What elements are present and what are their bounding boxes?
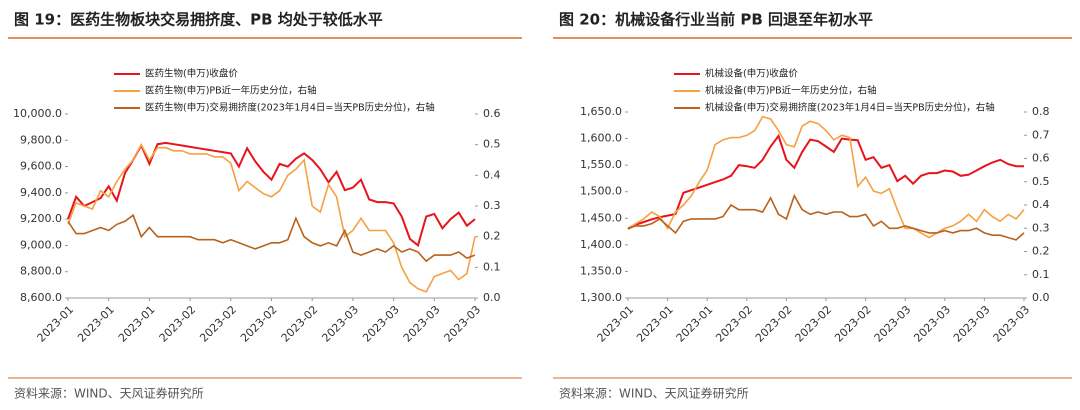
y2-tick-label: 0.0 [483,291,501,304]
y-tick-label: 8,600.0 [20,291,62,304]
y-tick-label: 9,000.0 [20,238,62,251]
y-tick-label: 1,550.0 [580,158,622,171]
y-tick-label: 1,350.0 [580,264,622,277]
source: 资料来源：WIND、天风证券研究所 [14,386,204,401]
y2-tick-label: 0.4 [483,168,501,181]
x-tick-label: 2023-03 [991,303,1033,345]
x-tick-label: 2023-02 [753,303,795,345]
y-tick-label: 1,600.0 [580,132,622,145]
y2-tick-label: 0.1 [483,260,501,273]
series-line [627,193,1025,241]
y2-tick-label: 0.0 [1032,291,1050,304]
x-tick-label: 2023-03 [872,303,914,345]
y2-tick-label: 0.6 [483,107,501,120]
x-tick-label: 2023-02 [279,303,321,345]
y-tick-label: 9,400.0 [20,186,62,199]
x-tick-label: 2023-01 [674,303,716,345]
x-tick-label: 2023-02 [713,303,755,345]
y-tick-label: 8,800.0 [20,265,62,278]
x-tick-label: 2023-03 [911,303,953,345]
x-tick-label: 2023-01 [116,303,158,345]
legend-label: 机械设备(申万)收盘价 [705,68,798,80]
y-tick-label: 1,450.0 [580,211,622,224]
y-tick-label: 9,600.0 [20,160,62,173]
y-tick-label: 9,200.0 [20,212,62,225]
y2-tick-label: 0.4 [1032,198,1050,211]
y2-tick-label: 0.2 [483,230,501,243]
y-tick-label: 1,300.0 [580,291,622,304]
y-tick-label: 1,650.0 [580,105,622,118]
y-tick-label: 1,500.0 [580,185,622,198]
y2-tick-label: 0.5 [483,138,501,151]
chart-title: 图 20：机械设备行业当前 PB 回退至年初水平 [559,11,873,29]
y-tick-label: 1,400.0 [580,238,622,251]
x-tick-label: 2023-02 [832,303,874,345]
x-tick-label: 2023-01 [634,303,676,345]
series-line [67,142,476,293]
source: 资料来源：WIND、天风证券研究所 [559,386,749,401]
legend-label: 医药生物(申万)收盘价 [145,68,238,80]
series-line [627,133,1024,230]
chart-title: 图 19：医药生物板块交易拥挤度、PB 均处于较低水平 [14,11,383,29]
legend-label: 医药生物(申万)PB近一年历史分位，右轴 [145,85,317,97]
x-tick-label: 2023-02 [238,303,280,345]
legend-label: 机械设备(申万)PB近一年历史分位，右轴 [705,85,877,97]
x-tick-label: 2023-01 [75,303,117,345]
y2-tick-label: 0.3 [1032,221,1050,234]
x-tick-label: 2023-01 [35,303,77,345]
y2-tick-label: 0.7 [1032,128,1050,141]
series-line [67,213,476,263]
legend-label: 机械设备(申万)交易拥挤度(2023年1月4日=当天PB历史分位)，右轴 [705,102,995,114]
y2-tick-label: 0.3 [483,199,501,212]
y-tick-label: 10,000.0 [13,107,62,120]
x-tick-label: 2023-02 [157,303,199,345]
y2-tick-label: 0.8 [1032,105,1050,118]
x-tick-label: 2023-03 [319,303,361,345]
y2-tick-label: 0.1 [1032,268,1050,281]
y2-tick-label: 0.2 [1032,245,1050,258]
x-tick-label: 2023-03 [360,303,402,345]
x-tick-label: 2023-02 [197,303,239,345]
y2-tick-label: 0.5 [1032,175,1050,188]
x-tick-label: 2023-02 [793,303,835,345]
y2-tick-label: 0.6 [1032,152,1050,165]
series-line [67,141,476,248]
y-tick-label: 9,800.0 [20,133,62,146]
x-tick-label: 2023-03 [401,303,443,345]
series-line [627,115,1025,239]
legend-label: 医药生物(申万)交易拥挤度(2023年1月4日=当天PB历史分位)，右轴 [145,102,435,114]
x-tick-label: 2023-03 [442,303,484,345]
x-tick-label: 2023-01 [595,303,637,345]
x-tick-label: 2023-03 [951,303,993,345]
